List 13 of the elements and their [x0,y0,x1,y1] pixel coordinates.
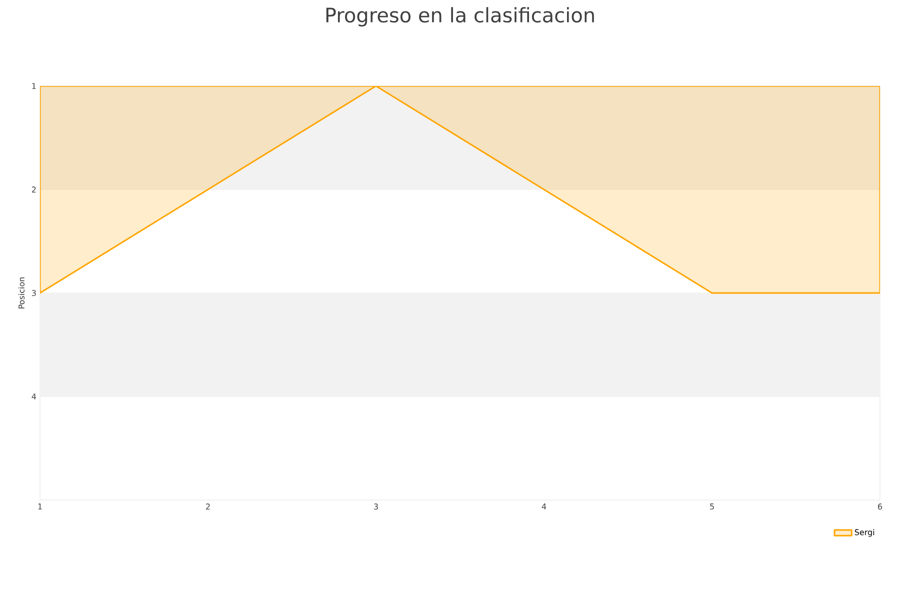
y-axis-title: Posicion [18,277,25,308]
x-tick-label: 4 [542,504,546,510]
x-tick-label: 5 [710,504,714,510]
y-tick-label: 1 [32,83,36,89]
x-tick-label: 3 [374,504,378,510]
x-tick-label: 1 [38,504,42,510]
y-tick-label: 3 [32,290,36,296]
y-tick-label: 2 [32,186,36,192]
x-tick-label: 6 [878,504,882,510]
x-tick-label: 2 [206,504,210,510]
legend-label: Sergi [854,529,874,537]
chart-title: Progreso en la clasificacion [326,7,594,26]
y-tick-label: 4 [32,394,36,400]
